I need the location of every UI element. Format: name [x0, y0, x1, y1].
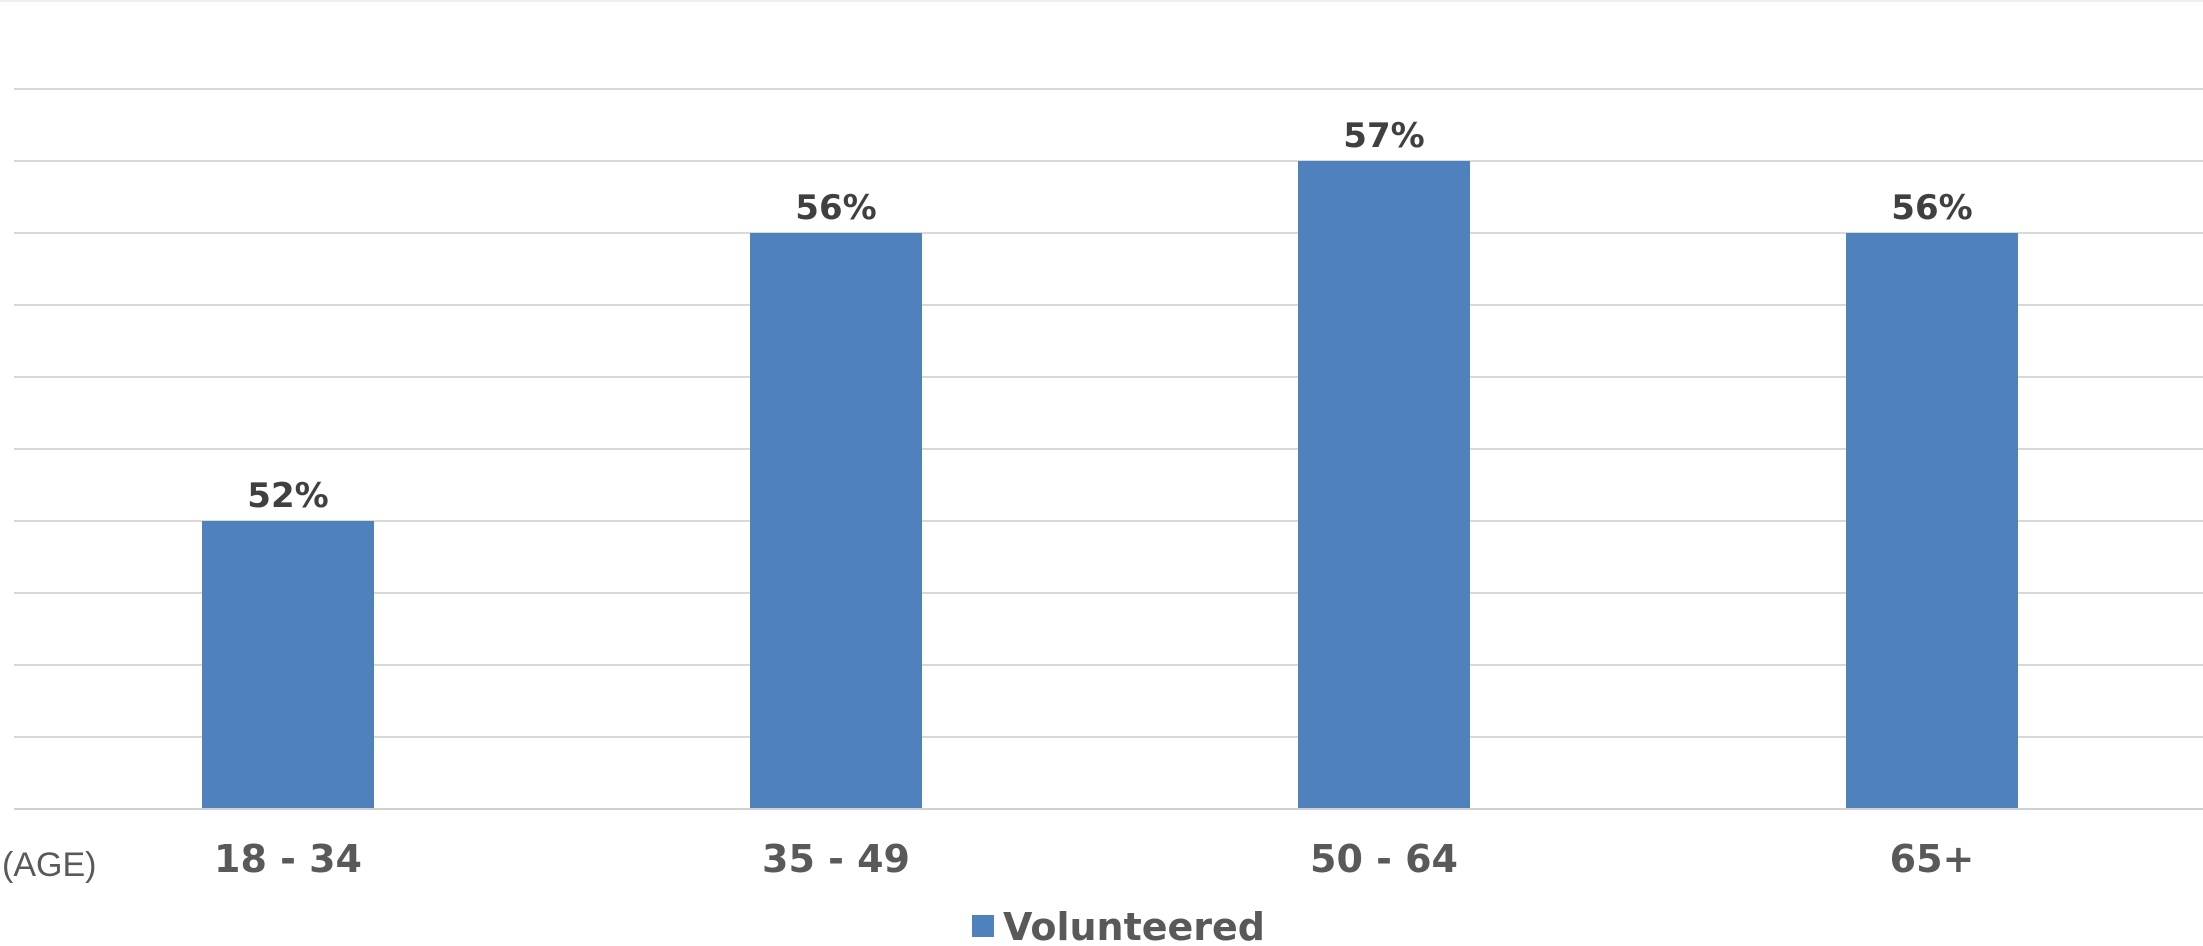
bar-3: [1846, 233, 2018, 809]
bar-2: [1298, 161, 1470, 809]
x-tick-labels: 18 - 34 35 - 49 50 - 64 65+: [214, 837, 1974, 881]
data-label-3: 56%: [1891, 188, 1972, 228]
x-axis-unit-label: (AGE): [2, 846, 96, 884]
legend: Volunteered: [972, 905, 1265, 946]
data-label-2: 57%: [1343, 116, 1424, 156]
x-tick-label-1: 35 - 49: [762, 837, 910, 881]
x-tick-label-3: 65+: [1890, 837, 1975, 881]
legend-label-volunteered: Volunteered: [1003, 905, 1265, 946]
x-tick-label-0: 18 - 34: [214, 837, 362, 881]
bar-0: [202, 521, 374, 809]
data-label-0: 52%: [247, 476, 328, 516]
bars: [202, 161, 2018, 809]
bar-1: [750, 233, 922, 809]
legend-swatch-volunteered: [972, 915, 994, 937]
data-labels: 52% 56% 57% 56%: [247, 116, 1972, 516]
gridlines: [14, 88, 2203, 738]
data-label-1: 56%: [795, 188, 876, 228]
x-tick-label-2: 50 - 64: [1310, 837, 1458, 881]
